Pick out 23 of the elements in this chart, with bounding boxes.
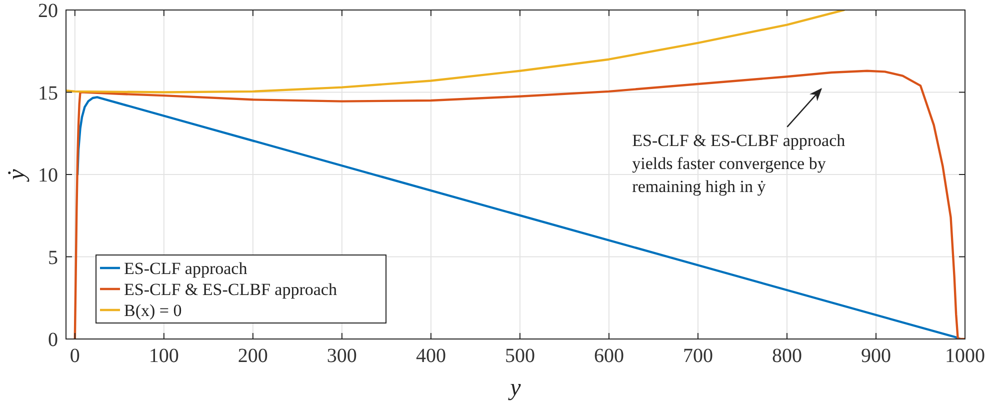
x-axis-title: y [508,375,522,401]
x-tick-label: 800 [772,345,802,367]
legend-label: ES-CLF & ES-CLBF approach [124,280,338,299]
y-axis-title: ẏ [4,168,30,182]
y-tick-label: 5 [48,246,58,269]
x-tick-label: 0 [70,345,80,367]
line-series [66,10,846,94]
y-tick-label: 10 [38,164,58,186]
x-tick-label: 400 [416,345,446,367]
x-tick-label: 500 [504,345,535,367]
x-tick-label: 900 [860,345,891,367]
legend-label: B(x) = 0 [124,300,182,320]
x-tick-label: 1000 [945,345,985,367]
y-tick-label: 15 [38,82,58,104]
x-tick-label: 700 [682,345,713,367]
y-tick-label: 20 [38,0,58,22]
x-tick-label: 200 [238,345,268,367]
x-tick-label: 300 [326,345,357,367]
legend-label: ES-CLF approach [124,258,248,278]
annotation: ES-CLF & ES-CLBF approach yields faster convergence by remaining high in ẏ [632,130,846,196]
x-tick-label: 100 [148,345,179,367]
y-tick-label: 0 [48,329,58,351]
x-tick-label: 600 [594,345,624,367]
